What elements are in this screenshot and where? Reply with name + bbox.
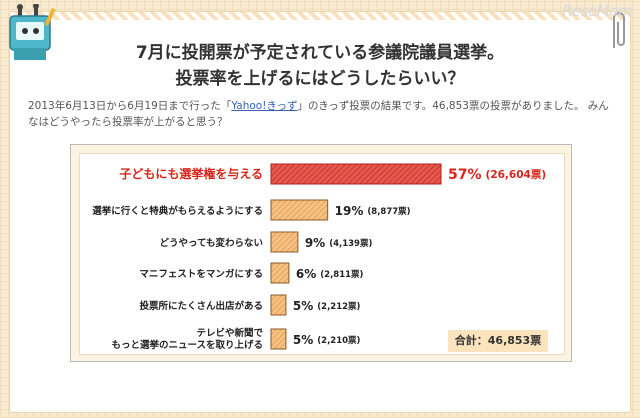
count-label: (8,877票) <box>367 206 410 217</box>
bar <box>270 328 287 350</box>
percent-label: 57% <box>448 167 482 183</box>
percent-label: 5% <box>293 299 313 313</box>
count-label: (2,212票) <box>317 301 360 312</box>
bar <box>270 262 290 284</box>
card-stripe-decoration <box>10 12 630 20</box>
robot-mascot-icon <box>9 4 56 60</box>
count-label: (26,604票) <box>486 169 547 181</box>
category-label: マニフェストをマンガにする <box>139 268 263 280</box>
category-label: 選挙に行くと特典がもらえるようにする <box>92 205 263 217</box>
paperclip-icon <box>613 12 625 48</box>
percent-label: 5% <box>293 333 313 347</box>
description-text: 2013年6月13日から6月19日まで行った「Yahoo!きっず」のきっず投票の… <box>28 98 618 130</box>
bar <box>270 231 299 253</box>
total-votes-badge: 合計：46,853票 <box>448 330 548 352</box>
chart-area <box>79 153 565 355</box>
percent-label: 6% <box>296 267 316 281</box>
resemom-logo: ReseMom <box>562 2 632 20</box>
category-label: テレビや新聞で <box>196 327 263 339</box>
count-label: (4,139票) <box>329 238 372 249</box>
category-label: 投票所にたくさん出店がある <box>139 300 263 312</box>
yahoo-kids-link[interactable]: Yahoo!きっず <box>231 100 298 112</box>
count-label: (2,210票) <box>317 335 360 346</box>
description-before-link: 2013年6月13日から6月19日まで行った「 <box>28 100 232 112</box>
category-label: もっと選挙のニュースを取り上げる <box>111 339 263 351</box>
page-title-line-1: 7月に投開票が予定されている参議院議員選挙。 <box>135 43 505 63</box>
percent-label: 19% <box>335 204 364 218</box>
percent-label: 9% <box>305 236 325 250</box>
category-label: どうやっても変わらない <box>159 237 263 249</box>
bar <box>270 294 287 316</box>
bar <box>270 199 329 221</box>
bar <box>270 163 442 185</box>
category-label: 子どもにも選挙権を与える <box>119 166 263 181</box>
page-title-line-2: 投票率を上げるにはどうしたらいい？ <box>175 69 465 89</box>
description-after-link: 」のきっず投票の結果です。46,853票の投票がありました。 みんなはどうやった… <box>28 100 609 128</box>
count-label: (2,811票) <box>320 269 363 280</box>
